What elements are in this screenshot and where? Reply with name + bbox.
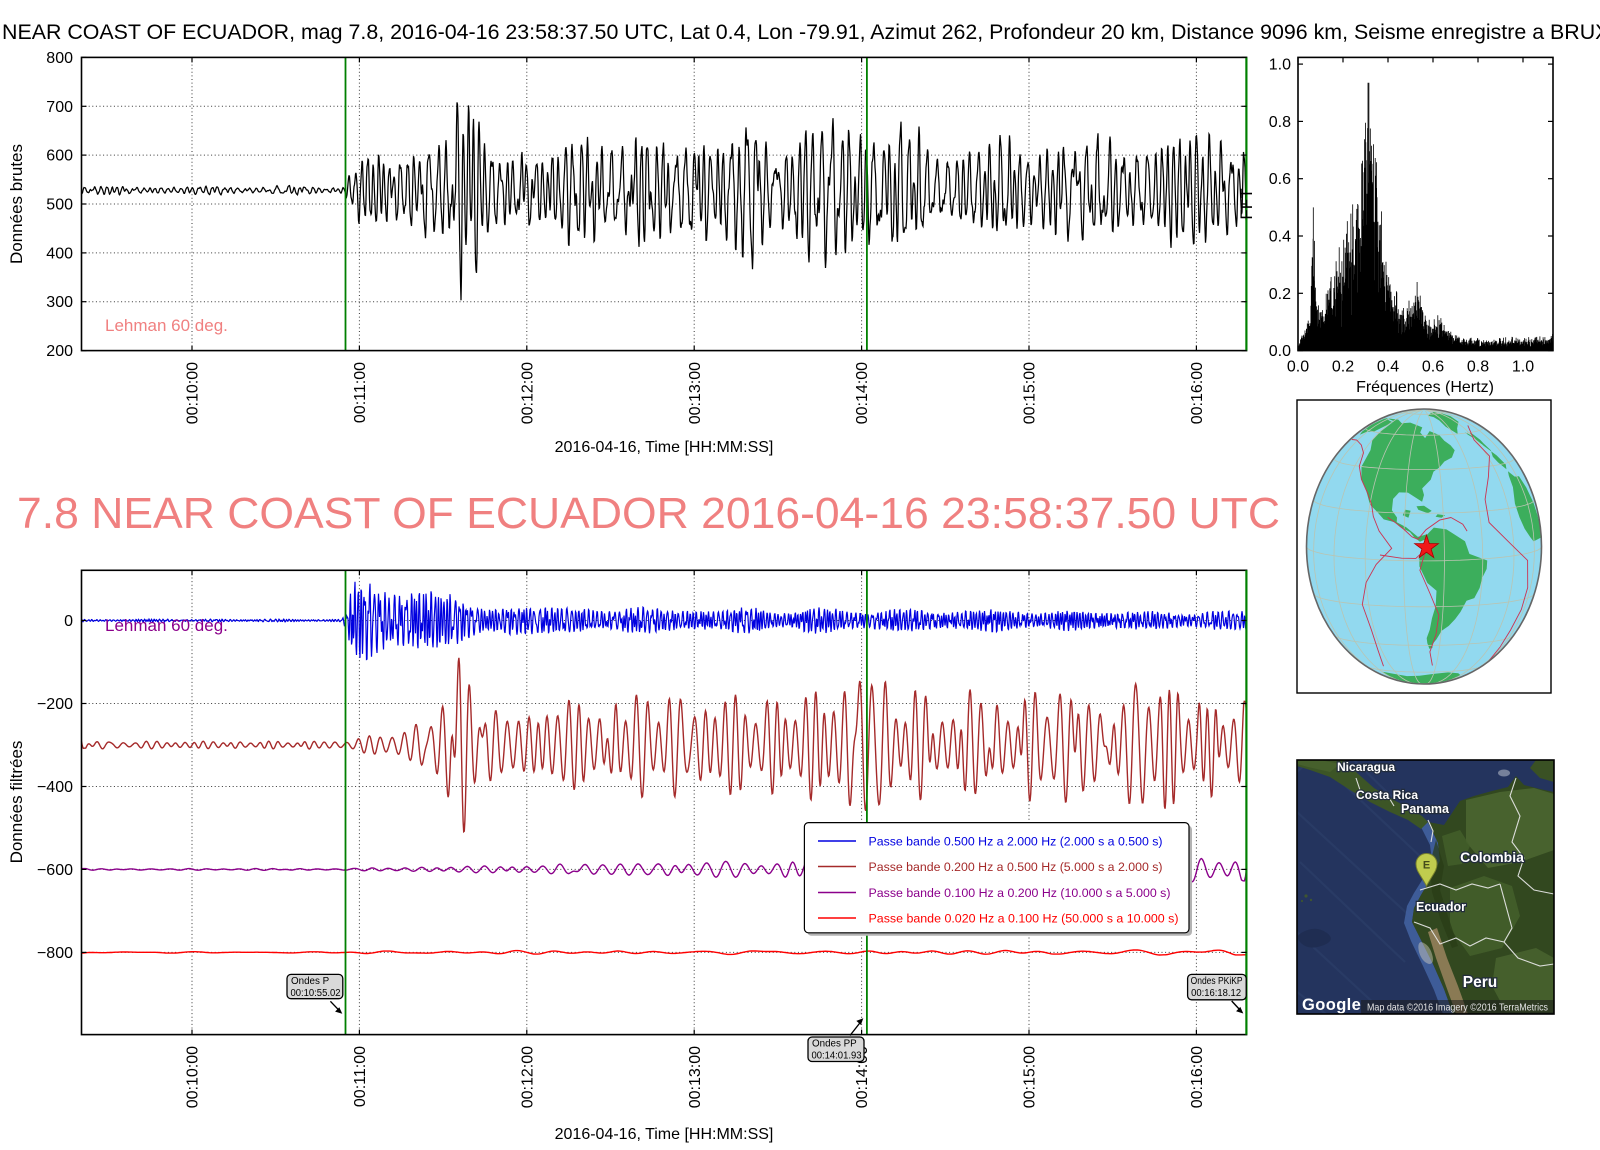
svg-text:500: 500: [46, 197, 73, 214]
svg-text:Panama: Panama: [1401, 802, 1450, 816]
svg-text:1.0: 1.0: [1512, 359, 1534, 376]
svg-text:0.4: 0.4: [1269, 229, 1291, 246]
svg-text:00:10:00: 00:10:00: [185, 1046, 202, 1108]
svg-text:300: 300: [46, 294, 73, 311]
svg-text:00:14:00: 00:14:00: [854, 362, 871, 424]
svg-text:00:11:00: 00:11:00: [352, 1046, 369, 1107]
svg-text:00:10:55.02: 00:10:55.02: [291, 988, 341, 999]
svg-text:Costa Rica: Costa Rica: [1356, 788, 1418, 802]
svg-text:0.2: 0.2: [1332, 359, 1354, 376]
svg-text:Colombia: Colombia: [1460, 849, 1524, 865]
svg-text:E: E: [1423, 860, 1430, 872]
svg-text:00:10:00: 00:10:00: [185, 362, 202, 424]
svg-text:600: 600: [46, 148, 73, 165]
svg-text:Google: Google: [1302, 996, 1361, 1014]
svg-text:0.4: 0.4: [1377, 359, 1399, 376]
svg-text:00:16:18.12: 00:16:18.12: [1191, 988, 1241, 999]
svg-text:Données filtrées: Données filtrées: [7, 741, 26, 864]
svg-text:00:12:00: 00:12:00: [519, 1046, 536, 1108]
svg-text:1.0: 1.0: [1269, 57, 1291, 74]
svg-text:Ecuador: Ecuador: [1416, 900, 1466, 914]
svg-text:7.8 NEAR COAST OF ECUADOR 2016: 7.8 NEAR COAST OF ECUADOR 2016-04-16 23:…: [17, 489, 1280, 538]
svg-text:Ondes PP: Ondes PP: [812, 1039, 857, 1050]
svg-text:−400: −400: [37, 779, 73, 796]
svg-text:Passe bande 0.200 Hz a 0.500 H: Passe bande 0.200 Hz a 0.500 Hz (5.000 s…: [869, 860, 1163, 874]
svg-text:00:15:00: 00:15:00: [1022, 362, 1039, 424]
svg-text:Passe bande 0.500 Hz a 2.000 H: Passe bande 0.500 Hz a 2.000 Hz (2.000 s…: [869, 835, 1163, 849]
svg-text:Ondes PKiKP: Ondes PKiKP: [1191, 976, 1243, 987]
svg-text:Données brutes: Données brutes: [7, 144, 26, 264]
svg-text:00:14:01.93: 00:14:01.93: [812, 1050, 863, 1061]
svg-text:Passe bande 0.100 Hz a 0.200 H: Passe bande 0.100 Hz a 0.200 Hz (10.000 …: [869, 886, 1171, 900]
svg-text:0.6: 0.6: [1269, 171, 1291, 188]
svg-text:00:12:00: 00:12:00: [519, 362, 536, 424]
svg-text:0.0: 0.0: [1287, 359, 1309, 376]
svg-text:NEAR COAST OF ECUADOR, mag 7.8: NEAR COAST OF ECUADOR, mag 7.8, 2016-04-…: [2, 20, 1600, 44]
svg-text:2016-04-16, Time [HH:MM:SS]: 2016-04-16, Time [HH:MM:SS]: [555, 1126, 774, 1143]
svg-text:Lehman 60 deg.: Lehman 60 deg.: [105, 316, 228, 335]
svg-text:00:13:00: 00:13:00: [687, 362, 704, 424]
svg-text:200: 200: [46, 343, 73, 360]
svg-text:−800: −800: [37, 945, 73, 962]
svg-text:0.2: 0.2: [1269, 286, 1291, 303]
svg-text:400: 400: [46, 245, 73, 262]
svg-text:−200: −200: [37, 696, 73, 713]
svg-text:0.8: 0.8: [1467, 359, 1489, 376]
svg-text:−600: −600: [37, 862, 73, 879]
svg-text:Ondes P: Ondes P: [291, 976, 330, 987]
svg-text:0: 0: [64, 613, 73, 630]
svg-text:Fréquences (Hertz): Fréquences (Hertz): [1356, 379, 1494, 396]
svg-text:00:16:00: 00:16:00: [1189, 362, 1206, 424]
svg-text:2016-04-16, Time [HH:MM:SS]: 2016-04-16, Time [HH:MM:SS]: [555, 439, 774, 456]
svg-text:Peru: Peru: [1463, 974, 1497, 991]
svg-text:0.6: 0.6: [1422, 359, 1444, 376]
svg-text:Nicaragua: Nicaragua: [1337, 760, 1395, 774]
svg-text:Lehman 60 deg.: Lehman 60 deg.: [105, 616, 228, 635]
svg-text:FFT: FFT: [1237, 188, 1256, 219]
svg-text:00:16:00: 00:16:00: [1189, 1046, 1206, 1108]
svg-text:00:11:00: 00:11:00: [352, 362, 369, 423]
svg-text:800: 800: [46, 50, 73, 67]
svg-text:Map data ©2016 Imagery ©2016: Map data ©2016 Imagery ©2016 TerraMetric…: [1367, 1003, 1548, 1014]
svg-text:Passe bande 0.020 Hz a 0.100 H: Passe bande 0.020 Hz a 0.100 Hz (50.000 …: [869, 912, 1179, 926]
svg-text:0.8: 0.8: [1269, 114, 1291, 131]
svg-text:700: 700: [46, 99, 73, 116]
svg-text:0.0: 0.0: [1269, 343, 1291, 360]
svg-text:00:15:00: 00:15:00: [1022, 1046, 1039, 1108]
svg-text:00:13:00: 00:13:00: [687, 1046, 704, 1108]
